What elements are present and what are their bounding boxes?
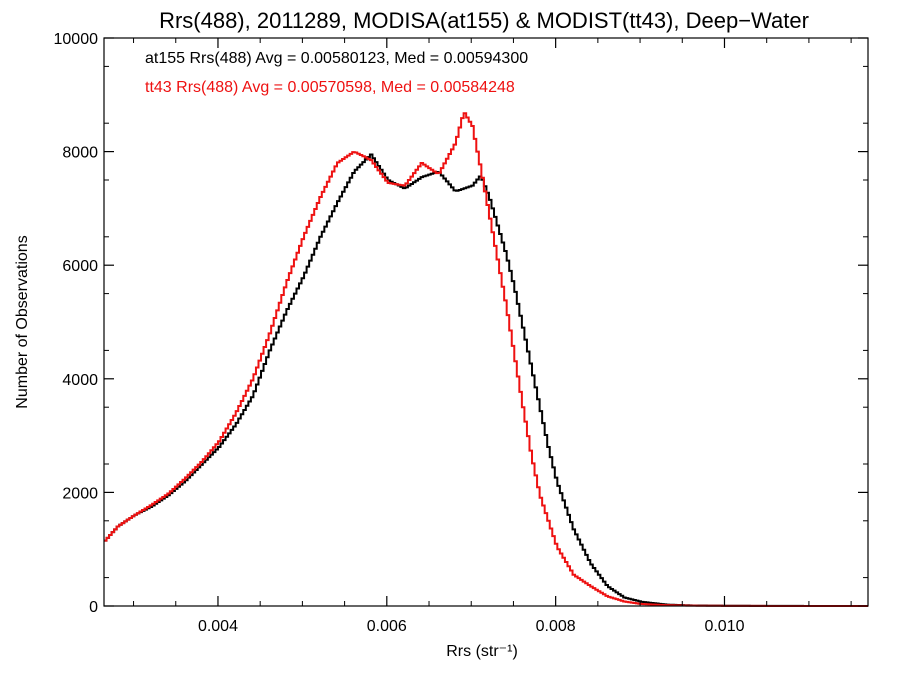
y-tick-label: 6000: [62, 258, 98, 275]
x-axis-label: Rrs (str⁻¹): [446, 643, 518, 660]
chart-title: Rrs(488), 2011289, MODISA(at155) & MODIS…: [159, 8, 809, 33]
y-tick-label: 0: [89, 599, 98, 616]
annotation-at155: at155 Rrs(488) Avg = 0.00580123, Med = 0…: [145, 50, 528, 67]
y-axis-label: Number of Observations: [14, 235, 31, 408]
x-tick-label: 0.006: [367, 618, 407, 635]
x-tick-label: 0.010: [704, 618, 744, 635]
y-tick-label: 10000: [54, 31, 99, 48]
annotation-tt43: tt43 Rrs(488) Avg = 0.00570598, Med = 0.…: [145, 79, 515, 96]
y-tick-label: 2000: [62, 485, 98, 502]
tick-layer: 0.004 0.006 0.008 0.010 0 2000 4000 6000 8000 100…: [54, 31, 868, 635]
x-tick-label: 0.004: [198, 618, 238, 635]
y-tick-label: 4000: [62, 372, 98, 389]
plot-frame: [103, 37, 869, 607]
x-tick-label: 0.008: [536, 618, 576, 635]
y-tick-label: 8000: [62, 145, 98, 162]
